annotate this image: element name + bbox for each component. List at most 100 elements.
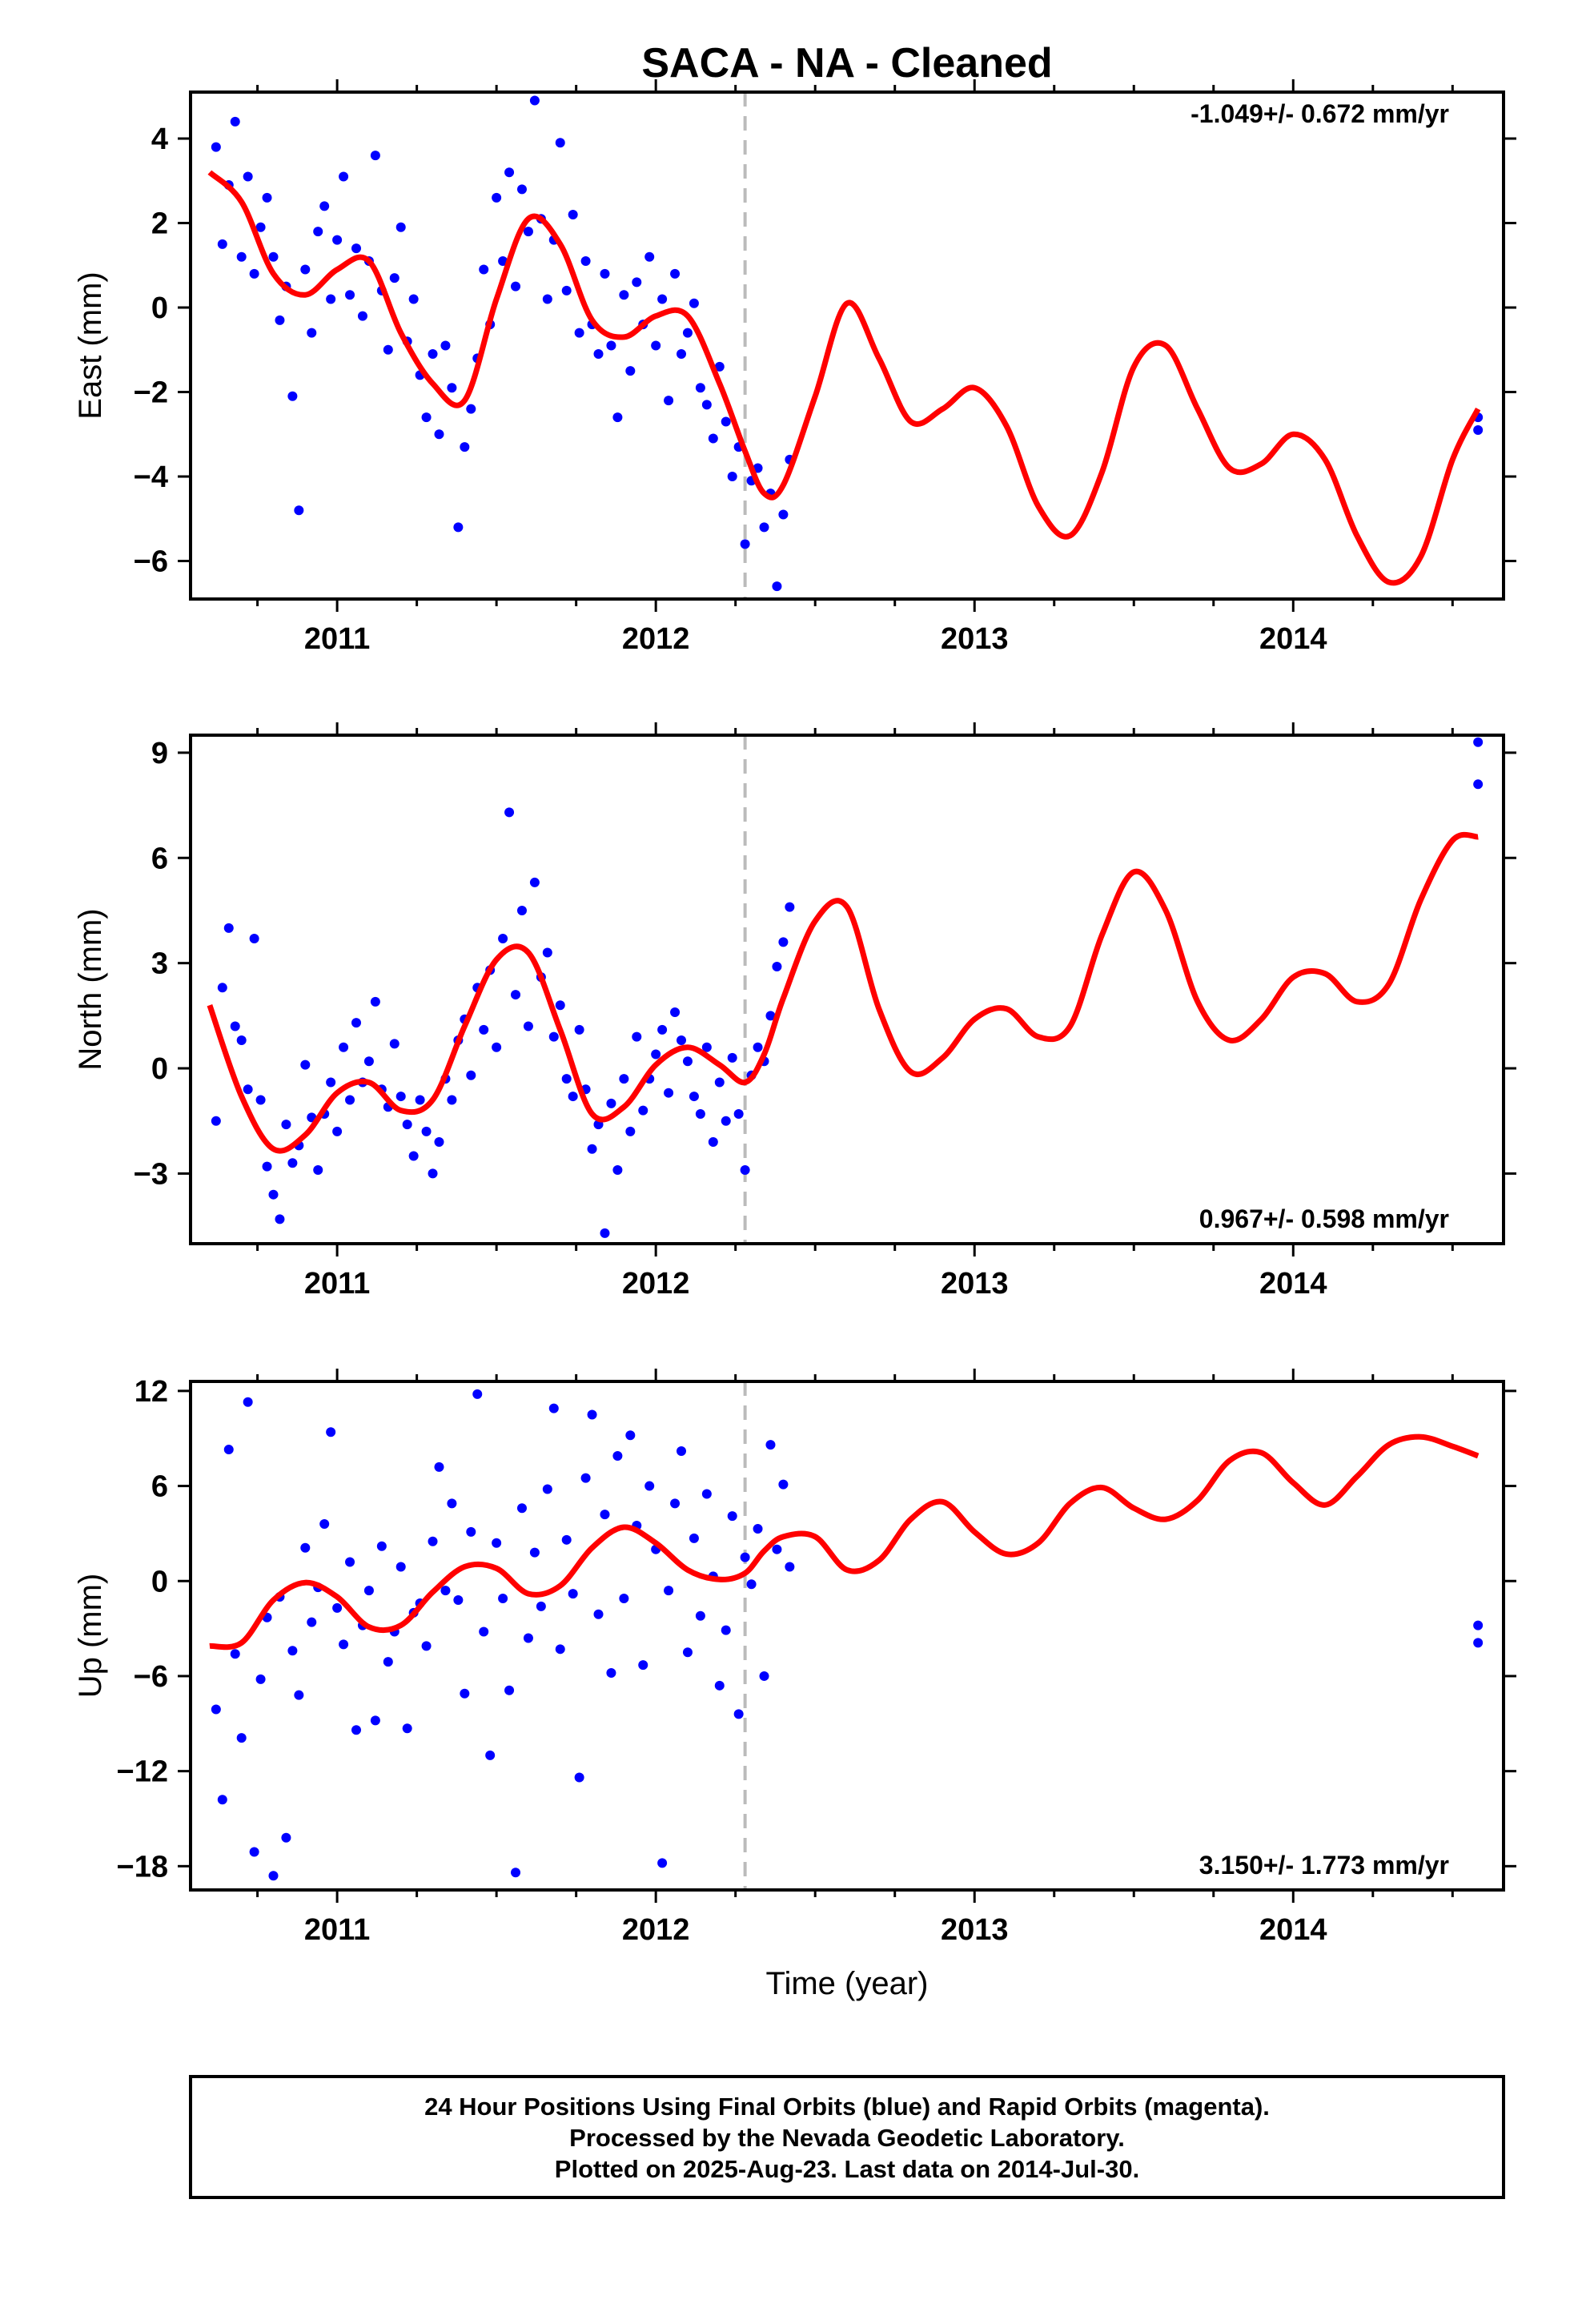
up-data-point (1473, 1620, 1484, 1630)
up-data-point (644, 1481, 655, 1491)
east-x-tick-label: 2013 (941, 622, 1009, 656)
north-data-point (415, 1095, 425, 1105)
up-x-tick-label: 2011 (304, 1913, 370, 1947)
north-data-point (670, 1007, 681, 1017)
north-data-point (243, 1084, 253, 1095)
up-data-point (561, 1534, 572, 1545)
east-data-point (727, 472, 737, 482)
up-data-point (421, 1641, 432, 1651)
up-data-point (319, 1519, 330, 1530)
east-y-tick-label: 2 (151, 207, 168, 241)
east-data-point (479, 264, 489, 275)
up-data-point (753, 1523, 763, 1534)
east-data-point (434, 429, 444, 440)
east-data-point (319, 201, 330, 211)
north-data-point (740, 1165, 750, 1176)
north-data-point (1473, 779, 1484, 790)
north-data-point (632, 1031, 642, 1042)
north-data-point (555, 1000, 565, 1011)
north-data-point (677, 1035, 687, 1045)
east-data-point (568, 209, 578, 219)
north-data-point (268, 1189, 279, 1200)
east-y-tick-label: −4 (134, 460, 168, 494)
up-data-point (479, 1626, 489, 1637)
up-data-point (657, 1858, 668, 1868)
east-data-point (243, 171, 253, 182)
up-data-point (772, 1544, 782, 1554)
east-data-point (428, 349, 438, 360)
up-data-point (376, 1541, 387, 1551)
up-data-point (548, 1403, 559, 1413)
up-data-point (370, 1715, 380, 1726)
east-data-point (307, 328, 317, 338)
east-data-point (516, 184, 527, 195)
up-data-point (504, 1685, 515, 1695)
east-data-point (453, 522, 464, 533)
north-data-point (434, 1137, 444, 1147)
north-data-point (249, 934, 259, 943)
east-data-point (721, 416, 731, 427)
north-x-tick-label: 2013 (941, 1267, 1009, 1301)
up-data-point (574, 1772, 584, 1783)
east-data-point (600, 268, 610, 279)
up-data-point (460, 1688, 470, 1699)
up-data-point (402, 1723, 412, 1734)
up-data-point (689, 1533, 699, 1543)
north-data-point (275, 1214, 285, 1224)
north-data-point (389, 1039, 400, 1049)
up-data-point (778, 1479, 789, 1490)
north-data-point (516, 905, 527, 915)
east-data-point (625, 366, 636, 376)
east-data-point (275, 315, 285, 325)
east-y-tick-label: −2 (134, 376, 168, 410)
east-data-point (670, 268, 681, 279)
north-data-point (211, 1116, 221, 1126)
north-y-tick-label: 9 (151, 737, 168, 770)
north-data-point (753, 1042, 763, 1052)
up-y-tick-label: 0 (151, 1565, 168, 1598)
up-y-tick-label: −6 (134, 1660, 168, 1694)
up-data-point (363, 1586, 374, 1596)
north-data-point (619, 1074, 629, 1084)
north-rate-label: 0.967+/- 0.598 mm/yr (1199, 1204, 1449, 1233)
up-data-point (287, 1646, 298, 1656)
east-frame (189, 90, 1505, 601)
north-data-point (402, 1120, 412, 1130)
up-y-tick-label: −12 (117, 1755, 168, 1789)
north-data-point (504, 807, 515, 818)
east-data-point (421, 412, 432, 423)
north-y-tick-label: 0 (151, 1052, 168, 1086)
up-data-point (765, 1440, 776, 1450)
east-data-point (383, 344, 393, 355)
north-data-point (255, 1095, 266, 1105)
up-y-tick-label: −18 (117, 1850, 168, 1884)
east-data-point (701, 400, 712, 410)
up-data-point (396, 1562, 406, 1572)
north-data-point (217, 983, 227, 993)
east-data-point (370, 151, 380, 161)
east-data-point (632, 277, 642, 287)
north-data-point (479, 1024, 489, 1035)
east-data-point (511, 281, 521, 292)
east-x-tick-label: 2012 (622, 622, 690, 656)
up-data-point (440, 1586, 451, 1596)
north-data-point (714, 1077, 725, 1088)
up-data-point (326, 1427, 336, 1437)
north-data-point (612, 1165, 623, 1176)
east-data-point (300, 264, 311, 275)
up-data-point (606, 1667, 616, 1678)
north-data-point (223, 923, 234, 933)
east-data-point (357, 311, 367, 321)
east-y-tick-label: 4 (151, 123, 168, 156)
north-data-point (727, 1052, 737, 1063)
north-data-point (625, 1126, 636, 1136)
up-data-point (714, 1680, 725, 1691)
up-model-curve (209, 1433, 1480, 1651)
up-data-point (345, 1557, 355, 1567)
up-data-point (383, 1657, 393, 1667)
footer-box: 24 Hour Positions Using Final Orbits (bl… (189, 2075, 1505, 2199)
north-data-point (689, 1092, 699, 1102)
north-data-point (492, 1042, 502, 1052)
up-data-point (733, 1709, 744, 1719)
up-data-point (236, 1733, 247, 1743)
